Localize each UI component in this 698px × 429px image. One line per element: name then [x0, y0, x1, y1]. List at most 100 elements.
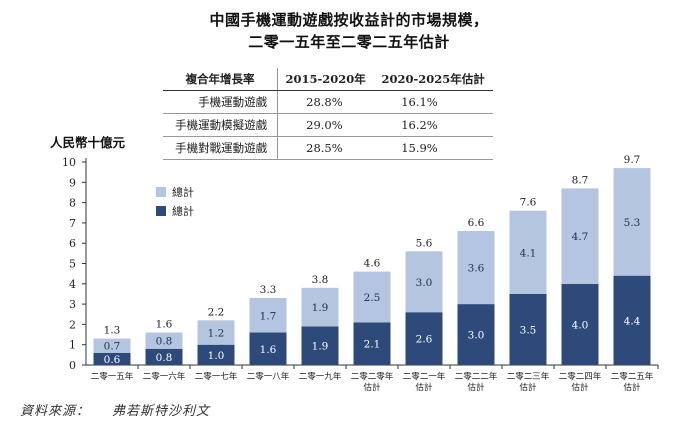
total-label: 9.7 — [624, 154, 641, 166]
legend-swatch — [156, 206, 166, 216]
data-label: 1.9 — [312, 302, 329, 314]
total-label: 2.2 — [208, 306, 225, 318]
data-label: 3.6 — [468, 263, 485, 275]
y-tick-label: 6 — [69, 237, 76, 250]
bar-segment — [145, 348, 183, 365]
bar-segment — [93, 338, 131, 353]
x-tick-label: 估計 — [363, 382, 381, 393]
bar-segment — [405, 312, 443, 365]
bar-segment — [405, 251, 443, 313]
table-row: 手機運動遊戲 28.8% 16.1% — [163, 90, 493, 114]
total-label: 1.6 — [156, 319, 173, 331]
data-label: 2.1 — [364, 339, 381, 351]
x-tick-label: 二零一九年 — [299, 371, 342, 382]
bar-segment — [301, 326, 339, 365]
y-tick-label: 8 — [69, 197, 76, 210]
source-value: 弗若斯特沙利文 — [112, 404, 211, 419]
source-note: 資料來源： 弗若斯特沙利文 — [20, 400, 232, 419]
y-tick-label: 5 — [69, 258, 76, 271]
x-tick-label: 估計 — [415, 382, 433, 393]
cagr-header-label: 複合年增長率 — [163, 68, 279, 91]
x-tick-label: 估計 — [519, 382, 537, 393]
data-label: 3.5 — [520, 324, 537, 336]
cagr-table: 複合年增長率 2015-2020年 2020-2025年估計 手機運動遊戲 28… — [163, 68, 493, 160]
cagr-value: 29.0% — [277, 113, 374, 137]
bar-segment — [457, 231, 495, 305]
chart-labels: 0.60.7 1.3 二零一五年 0.8 0.8 1.6 二零一六年 1.0 1.2 2.2 二零一… — [91, 154, 654, 393]
bar-segment — [353, 322, 391, 365]
cagr-row-label: 手機運動模擬遊戲 — [163, 113, 279, 137]
legend-label: 總計 — [172, 204, 194, 218]
bar-segment — [509, 210, 547, 294]
data-label: 1.9 — [312, 341, 329, 353]
y-tick-label: 10 — [62, 156, 76, 169]
bar-segment — [509, 293, 547, 365]
x-tick-label: 估計 — [467, 382, 485, 393]
total-label: 5.6 — [416, 237, 433, 249]
data-label: 1.6 — [260, 344, 277, 356]
bar-segment — [561, 283, 599, 365]
x-tick-label: 估計 — [623, 382, 641, 393]
cagr-value: 28.8% — [277, 90, 374, 114]
cagr-value: 16.2% — [373, 113, 493, 137]
cagr-header-period-2: 2020-2025年估計 — [373, 68, 493, 91]
data-label: 4.4 — [624, 315, 641, 327]
cagr-row-label: 手機對戰運動遊戲 — [163, 136, 279, 160]
data-label: 2.5 — [364, 292, 381, 304]
cagr-header-period-1: 2015-2020年 — [277, 68, 374, 91]
total-label: 1.3 — [104, 325, 121, 337]
y-tick-label: 7 — [69, 217, 76, 230]
x-tick-label: 二零一六年 — [143, 371, 186, 382]
table-row: 手機運動模擬遊戲 29.0% 16.2% — [163, 113, 493, 137]
bar-segment — [197, 344, 235, 365]
total-label: 3.8 — [312, 274, 329, 286]
y-tick-label: 4 — [69, 278, 76, 291]
x-tick-label: 二零二二年 — [455, 371, 498, 382]
cagr-value: 15.9% — [373, 136, 493, 160]
x-tick-label: 二零一八年 — [247, 371, 290, 382]
bar-segment — [301, 287, 339, 327]
cagr-value: 28.5% — [277, 136, 374, 160]
cagr-value: 16.1% — [373, 90, 493, 114]
x-tick-label: 二零二一年 — [403, 371, 446, 382]
y-tick-label: 1 — [69, 339, 76, 352]
y-tick-label: 3 — [69, 298, 76, 311]
data-label: 0.6 — [104, 354, 121, 366]
bar-segment — [249, 298, 287, 333]
bar-segment — [613, 275, 651, 365]
x-tick-label: 二零二四年 — [559, 371, 602, 382]
data-label: 4.1 — [520, 247, 537, 259]
data-label: 0.8 — [156, 336, 173, 348]
data-label: 0.8 — [156, 352, 173, 364]
y-axis-label: 人民幣十億元 — [50, 135, 126, 150]
chart-bars — [93, 168, 651, 365]
source-label: 資料來源： — [20, 404, 91, 419]
y-tick-label: 9 — [69, 176, 76, 189]
legend-label: 總計 — [172, 185, 194, 199]
bar-segment — [145, 332, 183, 349]
bar-segment — [197, 320, 235, 345]
bar-segment — [561, 188, 599, 284]
data-label: 5.3 — [624, 217, 641, 229]
data-label: 4.7 — [572, 231, 589, 243]
x-tick-label: 估計 — [571, 382, 589, 393]
data-label: 0.7 — [104, 341, 121, 353]
y-tick-label: 0 — [69, 359, 76, 372]
data-label: 4.0 — [572, 319, 589, 331]
cagr-table-header: 複合年增長率 2015-2020年 2020-2025年估計 — [163, 68, 493, 91]
x-tick-label: 二零二五年 — [611, 371, 654, 382]
x-tick-label: 二零一七年 — [195, 371, 238, 382]
bar-segment — [249, 332, 287, 365]
chart-title-line-2: 二零一五年至二零二五年估計 — [248, 33, 450, 51]
x-tick-label: 二零一五年 — [91, 371, 134, 382]
bar-segment — [457, 304, 495, 365]
bar-segment — [93, 352, 131, 365]
total-label: 4.6 — [364, 258, 381, 270]
y-tick-label: 2 — [69, 318, 76, 331]
total-label: 7.6 — [520, 197, 537, 209]
total-label: 6.6 — [468, 217, 485, 229]
bar-segment — [353, 271, 391, 323]
table-row: 手機對戰運動遊戲 28.5% 15.9% — [163, 136, 493, 160]
